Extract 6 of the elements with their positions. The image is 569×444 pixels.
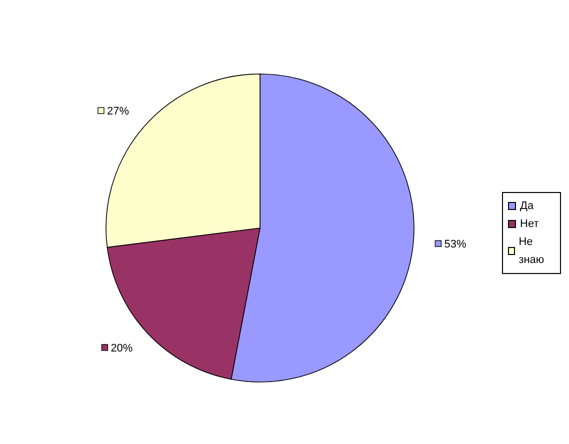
data-label: 20% (110, 342, 133, 354)
legend-label: Не знаю (518, 235, 546, 268)
data-label: 27% (106, 106, 130, 118)
legend-label: Нет (520, 217, 539, 232)
legend-label: Да (520, 199, 534, 214)
data-label: 53% (444, 238, 466, 250)
